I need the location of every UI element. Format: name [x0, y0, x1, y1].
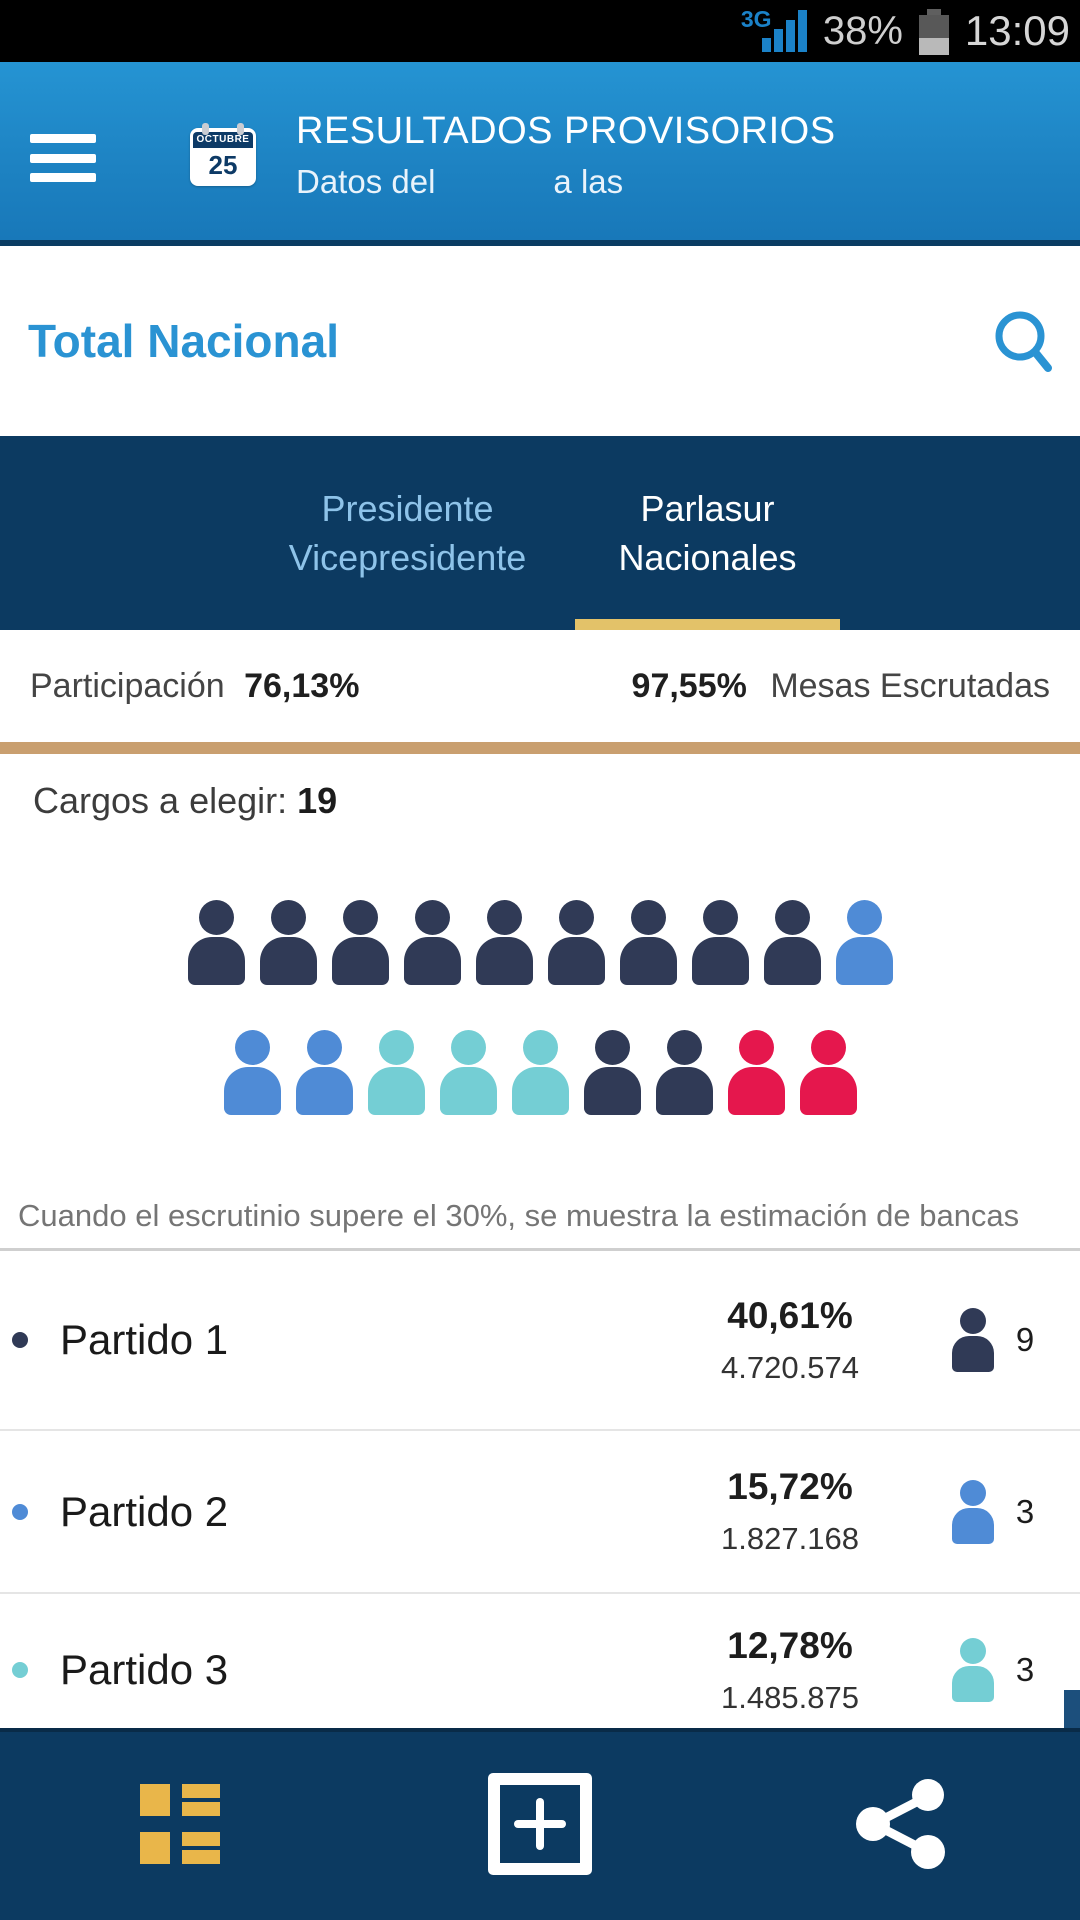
section-divider	[0, 742, 1080, 754]
seat-person-icon	[223, 1030, 281, 1115]
signal-bars-icon	[761, 10, 807, 52]
seat-person-icon	[547, 900, 605, 985]
calendar-icon: OCTUBRE 25	[190, 123, 256, 186]
party-values: 40,61% 4.720.574	[700, 1295, 880, 1386]
bottom-nav	[0, 1728, 1080, 1920]
subtitle-suffix: a las	[553, 162, 624, 200]
page-title: Total Nacional	[28, 315, 339, 367]
participation-value: 76,13%	[244, 666, 360, 705]
party-votes: 4.720.574	[721, 1349, 859, 1385]
tab-bar: Presidente Vicepresidente Parlasur Nacio…	[0, 436, 1080, 630]
app-title: RESULTADOS PROVISORIOS	[296, 109, 836, 152]
party-row-partido-2[interactable]: Partido 2 15,72% 1.827.168 3	[0, 1431, 1080, 1594]
subtitle-date-slot	[435, 163, 553, 201]
party-votes: 1.485.875	[721, 1679, 859, 1715]
seat-person-icon	[331, 900, 389, 985]
legend-list-icon	[140, 1784, 220, 1864]
battery-icon	[918, 9, 949, 55]
menu-button[interactable]	[30, 134, 96, 182]
seat-person-icon	[619, 900, 677, 985]
seat-person-icon	[439, 1030, 497, 1115]
status-bar: 3G 38% 13:09	[0, 0, 1080, 62]
seat-person-icon	[259, 900, 317, 985]
cargos-value: 19	[297, 780, 338, 821]
party-name: Partido 1	[60, 1316, 229, 1363]
party-color-bullet	[12, 1662, 28, 1678]
tab-parlasur-nacionales[interactable]: Parlasur Nacionales	[575, 436, 840, 630]
party-values: 15,72% 1.827.168	[700, 1466, 880, 1557]
party-seat-count: 3	[1015, 1651, 1035, 1688]
party-seat-count: 3	[1015, 1492, 1035, 1530]
tab-label: Vicepresidente	[288, 537, 527, 578]
seat-person-icon	[799, 1030, 857, 1115]
tab-label: Parlasur	[640, 488, 775, 529]
header-subtitle: Datos del a las	[296, 163, 836, 201]
mesas-label: Mesas Escrutadas	[770, 666, 1050, 705]
battery-percentage: 38%	[822, 8, 903, 53]
region-bar: Total Nacional	[0, 246, 1080, 436]
share-icon	[856, 1779, 945, 1869]
seat-person-icon	[511, 1030, 569, 1115]
seat-person-icon	[475, 900, 533, 985]
share-button[interactable]	[720, 1728, 1080, 1920]
seat-person-icon	[763, 900, 821, 985]
party-row-partido-3[interactable]: Partido 3 12,78% 1.485.875 3	[0, 1594, 1080, 1746]
party-seat-count: 9	[1015, 1321, 1035, 1358]
mesas-stat: 97,55% Mesas Escrutadas	[632, 667, 1050, 706]
seat-person-icon	[655, 1030, 713, 1115]
participation-stat: Participación 76,13%	[30, 667, 359, 706]
participation-label: Participación	[30, 666, 225, 705]
tab-label: Nacionales	[618, 537, 797, 578]
results-list-button[interactable]	[0, 1728, 360, 1920]
person-icon	[952, 1479, 994, 1544]
cargos-label: Cargos a elegir:	[33, 780, 288, 821]
tab-label: Presidente	[321, 488, 494, 529]
mesas-value: 97,55%	[631, 666, 747, 705]
seat-person-icon	[403, 900, 461, 985]
seat-person-icon	[187, 900, 245, 985]
search-icon[interactable]	[994, 310, 1052, 372]
seat-person-icon	[835, 900, 893, 985]
clock: 13:09	[964, 7, 1070, 54]
seat-pictograph	[0, 900, 1080, 1115]
party-votes: 1.827.168	[721, 1521, 859, 1556]
seat-row-1	[0, 900, 1080, 985]
calendar-day: 25	[208, 150, 238, 180]
cargos-line: Cargos a elegir: 19	[0, 754, 1080, 822]
person-icon	[952, 1638, 994, 1702]
party-list: Partido 1 40,61% 4.720.574 9 Partido 2 1…	[0, 1251, 1080, 1746]
app-header: OCTUBRE 25 RESULTADOS PROVISORIOS Datos …	[0, 62, 1080, 246]
party-percent: 12,78%	[727, 1624, 853, 1666]
party-row-partido-1[interactable]: Partido 1 40,61% 4.720.574 9	[0, 1251, 1080, 1431]
scrollbar-thumb[interactable]	[1064, 1690, 1080, 1732]
party-name: Partido 3	[60, 1646, 229, 1693]
participation-bar: Participación 76,13% 97,55% Mesas Escrut…	[0, 630, 1080, 742]
party-percent: 40,61%	[727, 1294, 853, 1336]
subtitle-prefix: Datos del	[296, 162, 436, 200]
seat-person-icon	[367, 1030, 425, 1115]
party-color-bullet	[12, 1332, 28, 1348]
signal-strength-icon: 3G	[741, 6, 807, 56]
add-button[interactable]	[360, 1728, 720, 1920]
calendar-month: OCTUBRE	[193, 132, 253, 148]
person-icon	[952, 1308, 994, 1372]
add-square-icon	[488, 1773, 592, 1875]
seat-person-icon	[727, 1030, 785, 1115]
seat-person-icon	[295, 1030, 353, 1115]
party-color-bullet	[12, 1503, 28, 1520]
party-values: 12,78% 1.485.875	[700, 1625, 880, 1716]
party-name: Partido 2	[60, 1487, 229, 1535]
tab-presidente-vicepresidente[interactable]: Presidente Vicepresidente	[240, 436, 575, 630]
active-tab-indicator	[575, 619, 840, 630]
network-type-label: 3G	[740, 6, 772, 32]
header-text: RESULTADOS PROVISORIOS Datos del a las	[296, 110, 836, 201]
seat-row-2	[0, 1030, 1080, 1115]
seat-person-icon	[583, 1030, 641, 1115]
estimation-note: Cuando el escrutinio supere el 30%, se m…	[18, 1198, 1020, 1233]
party-percent: 15,72%	[727, 1466, 853, 1507]
seat-person-icon	[691, 900, 749, 985]
list-divider	[0, 1248, 1080, 1251]
